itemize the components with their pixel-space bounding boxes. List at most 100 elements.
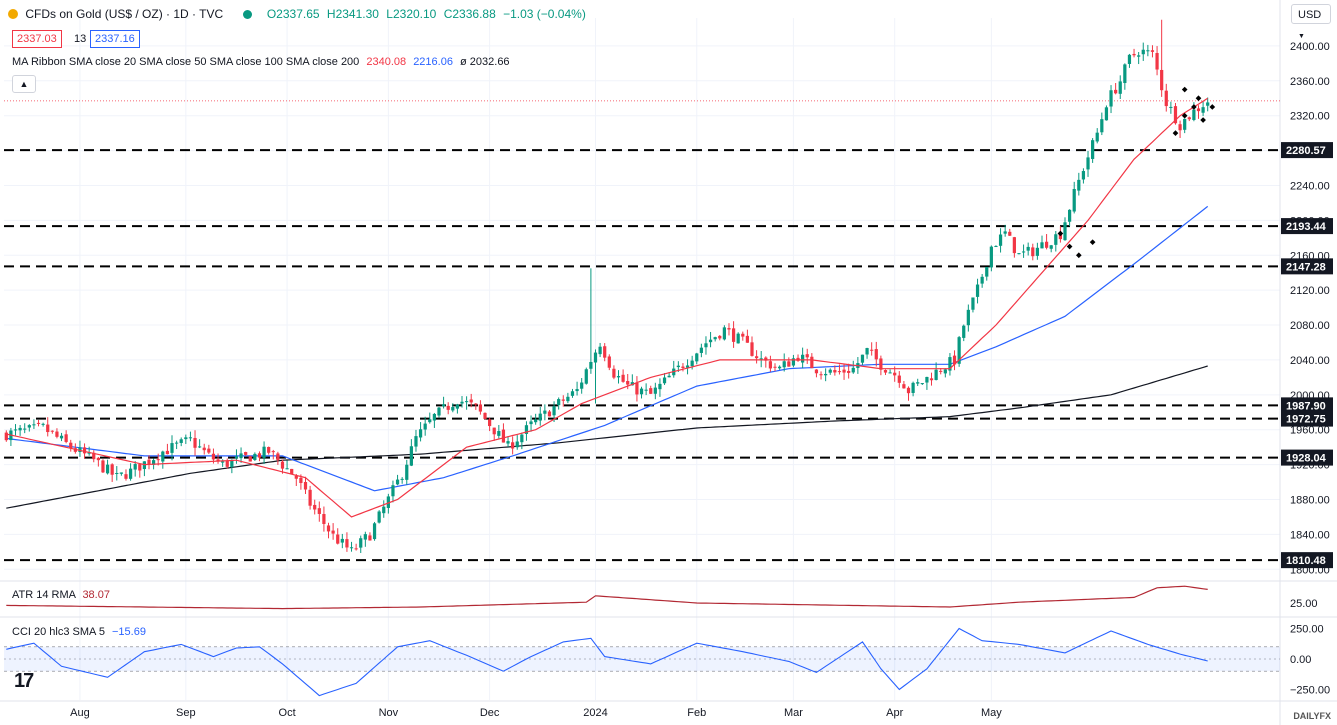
currency-selector[interactable]: USD ▼ bbox=[1291, 4, 1331, 40]
collapse-legend-button[interactable]: ▲ bbox=[12, 75, 36, 93]
candle-body bbox=[322, 514, 326, 524]
candle-body bbox=[1072, 188, 1076, 212]
candle-body bbox=[676, 365, 680, 368]
candle-body bbox=[879, 358, 883, 370]
candle-body bbox=[326, 525, 331, 532]
level-tag bbox=[1281, 258, 1333, 275]
candle-body bbox=[1206, 102, 1210, 106]
pattern-marker bbox=[1089, 239, 1096, 246]
atr-tick-label: 25.00 bbox=[1290, 598, 1318, 610]
candle-body bbox=[299, 477, 303, 484]
candle-body bbox=[920, 383, 924, 385]
candle-body bbox=[294, 475, 298, 479]
candle-body bbox=[59, 435, 64, 439]
candle-body bbox=[902, 384, 906, 389]
candle-body bbox=[349, 547, 354, 549]
cci-tick-label: −250.00 bbox=[1290, 684, 1330, 696]
level-tag-label: 1972.75 bbox=[1286, 414, 1326, 426]
ma-ribbon-legend[interactable]: MA Ribbon SMA close 20 SMA close 50 SMA … bbox=[12, 56, 514, 68]
candle-body bbox=[170, 443, 174, 453]
pattern-marker bbox=[1075, 252, 1082, 259]
atr-line bbox=[6, 585, 1208, 610]
candle-body bbox=[847, 370, 851, 373]
candle-body bbox=[1095, 132, 1099, 142]
candle-body bbox=[359, 538, 363, 548]
candle-body bbox=[474, 403, 478, 405]
candle-body bbox=[681, 366, 685, 368]
cci-legend[interactable]: CCI 20 hlc3 SMA 5 −15.69 bbox=[12, 626, 146, 638]
ohlc-change: −1.03 (−0.04%) bbox=[503, 7, 586, 21]
x-tick-label: Sep bbox=[176, 707, 196, 719]
candle-body bbox=[888, 372, 892, 374]
candle-body bbox=[547, 411, 552, 417]
ma-extra-value: ø 2032.66 bbox=[460, 56, 510, 68]
candle-body bbox=[584, 369, 588, 384]
candle-body bbox=[1127, 54, 1132, 64]
candle-body bbox=[115, 472, 119, 474]
candle-body bbox=[1169, 106, 1173, 108]
bid-price-button[interactable]: 2337.03 bbox=[12, 30, 62, 48]
candle-body bbox=[934, 369, 938, 380]
tradingview-logo-icon[interactable]: 17 bbox=[14, 670, 34, 692]
pattern-marker bbox=[1181, 86, 1188, 93]
candle-body bbox=[1091, 140, 1095, 159]
level-tag bbox=[1281, 142, 1333, 159]
candle-body bbox=[276, 453, 280, 461]
candle-body bbox=[184, 437, 188, 440]
candle-body bbox=[1137, 55, 1141, 57]
candle-body bbox=[156, 459, 160, 461]
candle-body bbox=[488, 419, 492, 427]
candle-body bbox=[253, 453, 257, 460]
candle-body bbox=[175, 442, 179, 444]
pattern-marker bbox=[1191, 104, 1197, 110]
candle-body bbox=[580, 382, 584, 389]
candle-body bbox=[248, 456, 252, 462]
pattern-marker bbox=[1195, 95, 1202, 102]
x-tick-label: 2024 bbox=[583, 707, 607, 719]
y-tick-label: 2400.00 bbox=[1290, 41, 1330, 53]
candle-body bbox=[1183, 118, 1187, 130]
gold-icon bbox=[8, 9, 18, 19]
ask-price-button[interactable]: 2337.16 bbox=[90, 30, 140, 48]
candle-body bbox=[713, 337, 717, 340]
candle-body bbox=[939, 370, 943, 372]
candle-body bbox=[704, 343, 708, 348]
candle-body bbox=[612, 368, 616, 378]
candle-body bbox=[207, 448, 211, 453]
candle-body bbox=[621, 374, 625, 382]
level-tag bbox=[1281, 218, 1333, 235]
candle-body bbox=[1049, 245, 1053, 249]
candle-body bbox=[524, 425, 529, 434]
candle-body bbox=[414, 436, 418, 447]
candle-body bbox=[138, 464, 142, 471]
candle-body bbox=[731, 328, 736, 342]
candle-body bbox=[110, 464, 114, 475]
candle-body bbox=[101, 460, 105, 473]
candle-body bbox=[994, 246, 998, 248]
candle-body bbox=[699, 347, 703, 353]
candle-body bbox=[897, 375, 901, 383]
candle-body bbox=[534, 419, 538, 423]
level-tag-label: 1987.90 bbox=[1286, 400, 1326, 412]
candle-body bbox=[1155, 52, 1159, 70]
cci-tick-label: 0.00 bbox=[1290, 654, 1311, 666]
candle-body bbox=[975, 284, 980, 297]
candle-body bbox=[27, 425, 31, 428]
candle-body bbox=[82, 447, 87, 454]
candle-body bbox=[336, 534, 340, 544]
candle-body bbox=[985, 267, 989, 277]
candle-body bbox=[409, 446, 413, 466]
atr-legend[interactable]: ATR 14 RMA 38.07 bbox=[12, 589, 110, 601]
candle-body bbox=[1086, 157, 1090, 170]
cci-line bbox=[6, 627, 1208, 697]
symbol-title[interactable]: CFDs on Gold (US$ / OZ) · 1D · TVC bbox=[25, 7, 224, 21]
candle-body bbox=[211, 453, 216, 460]
y-tick-label: 2320.00 bbox=[1290, 111, 1330, 123]
candle-body bbox=[64, 434, 68, 442]
candle-body bbox=[1201, 107, 1205, 113]
candle-body bbox=[92, 452, 96, 460]
candle-body bbox=[1196, 108, 1201, 112]
y-tick-label: 2360.00 bbox=[1290, 76, 1330, 88]
y-tick-label: 2240.00 bbox=[1290, 180, 1330, 192]
